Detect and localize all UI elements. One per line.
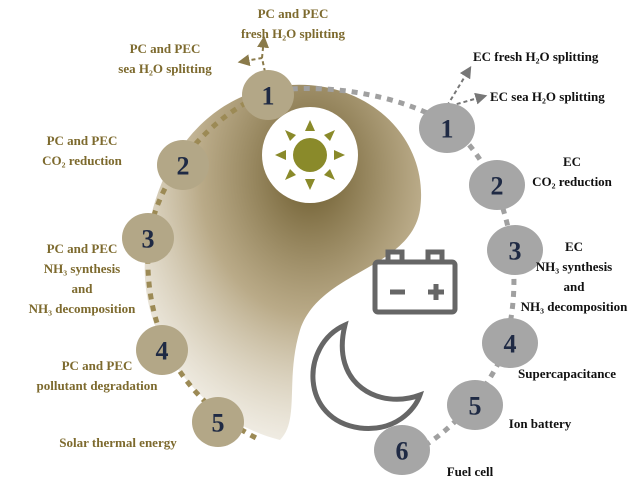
node-number: 5 <box>212 409 225 438</box>
node-label: NH₃ decomposition <box>521 299 629 314</box>
node-label: CO₂ reduction <box>42 153 123 168</box>
node-label: Solar thermal energy <box>59 435 177 450</box>
node-number: 4 <box>504 330 517 359</box>
node-number: 1 <box>441 115 454 144</box>
node-number: 3 <box>509 237 522 266</box>
node-label: and <box>72 281 94 296</box>
node-label: EC fresh H₂O splitting <box>473 49 599 64</box>
node-label: CO₂ reduction <box>532 174 613 189</box>
node-label: PC and PEC <box>258 6 329 21</box>
node-label: PC and PEC <box>130 41 201 56</box>
node-number: 3 <box>142 225 155 254</box>
node-label: NH₃ synthesis <box>536 259 613 274</box>
node-number: 2 <box>177 152 190 181</box>
moon-icon <box>313 325 420 428</box>
node-label: EC <box>565 239 583 254</box>
node-label: NH₃ decomposition <box>29 301 137 316</box>
node-number: 6 <box>396 437 409 466</box>
node-label: NH₃ synthesis <box>44 261 121 276</box>
battery-icon <box>375 252 455 312</box>
node-label: PC and PEC <box>47 133 118 148</box>
node-number: 2 <box>491 172 504 201</box>
diagram: 1 PC and PEC fresh H₂O splitting PC and PEC… <box>0 0 640 481</box>
node-number: 5 <box>469 392 482 421</box>
node-label: Ion battery <box>509 416 572 431</box>
node-label: PC and PEC <box>47 241 118 256</box>
node-label: Fuel cell <box>447 464 494 479</box>
node-label: EC sea H₂O splitting <box>490 89 605 104</box>
node-label: fresh H₂O splitting <box>241 26 346 41</box>
node-label: Supercapacitance <box>518 366 616 381</box>
node-label: sea H₂O splitting <box>118 61 212 76</box>
node-label: EC <box>563 154 581 169</box>
node-label: PC and PEC <box>62 358 133 373</box>
sun <box>262 107 358 203</box>
node-label: and <box>564 279 586 294</box>
node-number: 4 <box>156 337 169 366</box>
node-number: 1 <box>262 82 275 111</box>
node-label: pollutant degradation <box>37 378 159 393</box>
